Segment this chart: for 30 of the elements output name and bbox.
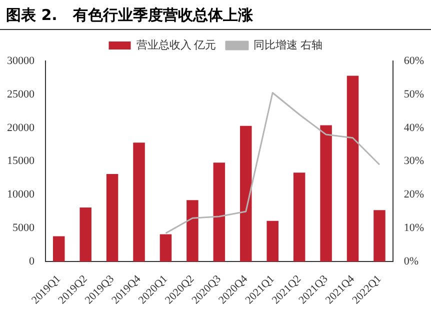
bar — [133, 142, 145, 262]
bar — [320, 125, 332, 262]
bar — [213, 162, 226, 262]
y2-tick-label: 20% — [404, 188, 424, 201]
bar — [293, 172, 306, 262]
bar — [160, 234, 172, 262]
y2-tick-label: 60% — [404, 54, 424, 67]
y-tick-label: 15000 — [7, 155, 35, 168]
bar — [266, 220, 278, 262]
bar — [106, 174, 118, 262]
y-tick-label: 0 — [29, 255, 35, 268]
bar — [346, 76, 359, 262]
bar — [80, 207, 92, 262]
y-tick-label: 25000 — [7, 88, 35, 100]
bar — [186, 200, 198, 262]
y2-tick-label: 40% — [404, 122, 424, 134]
chart-title: 图表 2. 有色行业季度营收总体上涨 — [0, 0, 431, 30]
y-tick-label: 5000 — [12, 222, 35, 234]
y-tick-label: 10000 — [7, 188, 35, 201]
bar — [374, 210, 386, 262]
y2-tick-label: 10% — [404, 222, 424, 234]
y2-tick-label: 50% — [404, 88, 424, 100]
y-tick-label: 30000 — [7, 54, 35, 67]
bar — [240, 126, 252, 262]
y-tick-label: 20000 — [7, 122, 35, 134]
y2-tick-label: 30% — [404, 155, 424, 168]
bar — [52, 236, 65, 262]
y2-tick-label: 0% — [404, 255, 419, 268]
legend-label: 营业总收入 亿元 — [136, 38, 216, 52]
legend-label: 同比增速 右轴 — [254, 38, 322, 52]
